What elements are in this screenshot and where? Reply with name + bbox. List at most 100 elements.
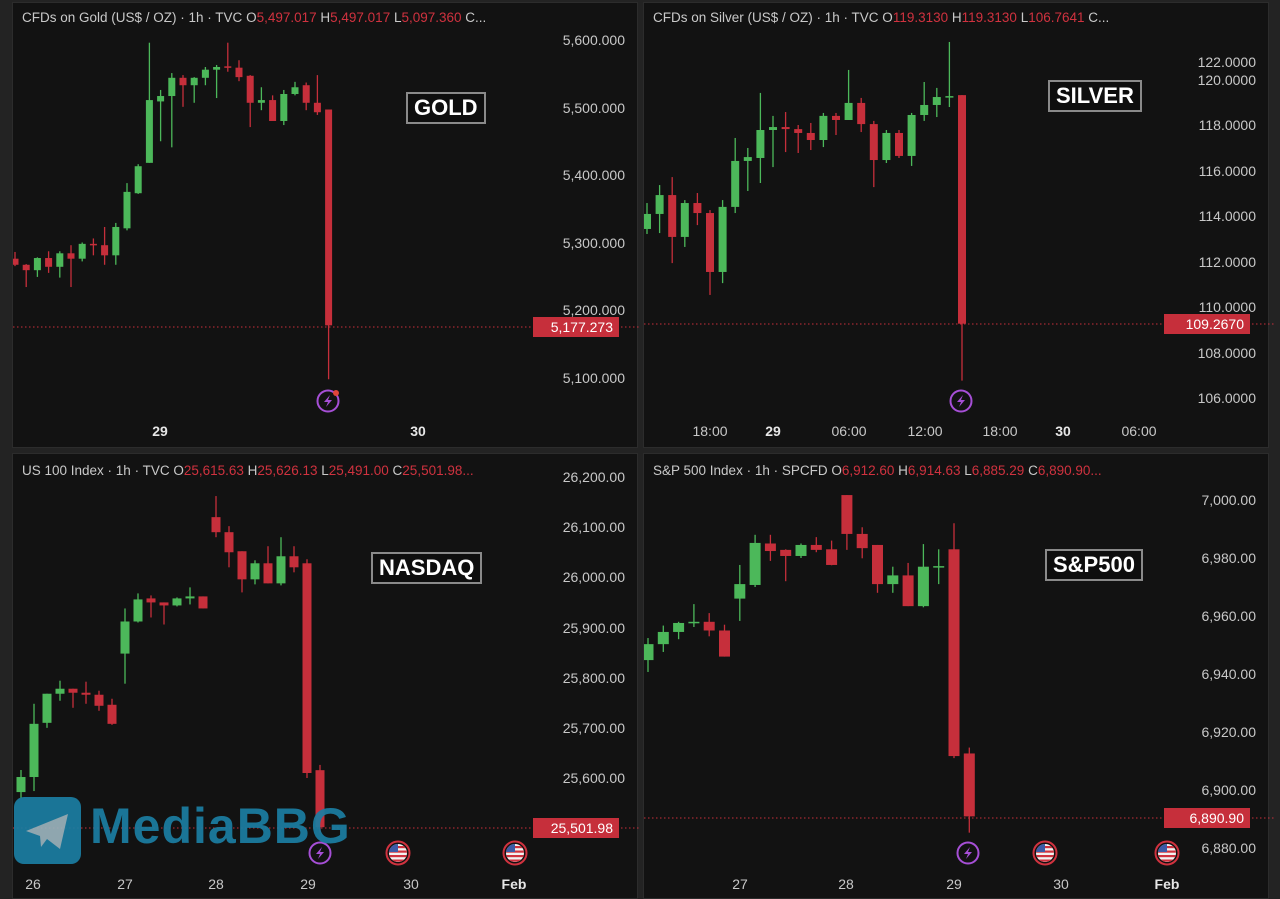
candle <box>81 681 91 704</box>
us-flag-event-icon[interactable] <box>385 840 411 866</box>
candle-body <box>280 94 288 121</box>
candle-body <box>198 596 208 609</box>
candle-body <box>55 688 65 694</box>
legend-c: C25,501.98... <box>388 463 474 478</box>
price-axis-label: 6,980.00 <box>1201 550 1257 566</box>
candle <box>120 608 130 684</box>
us-flag-event-icon[interactable] <box>1154 840 1180 866</box>
candle <box>734 564 746 621</box>
candle-body <box>257 100 265 103</box>
candle <box>185 587 195 605</box>
us-flag-event-icon[interactable] <box>502 840 528 866</box>
candle-body <box>920 104 929 115</box>
candle <box>172 597 182 607</box>
candle <box>688 604 700 628</box>
time-axis-label: 28 <box>838 876 854 892</box>
time-axis-label: 06:00 <box>831 423 867 439</box>
candle-body <box>764 543 776 552</box>
candle <box>13 251 19 267</box>
candle-body <box>81 692 91 695</box>
lightning-event-icon[interactable] <box>316 389 340 413</box>
price-axis-label: 6,900.00 <box>1201 782 1257 798</box>
time-axis-label: Feb <box>501 876 527 892</box>
candle <box>42 693 52 728</box>
candle-body <box>313 102 321 113</box>
lightning-event-icon[interactable] <box>308 841 332 865</box>
legend-o: O119.3130 <box>882 10 949 25</box>
lightning-event-icon[interactable] <box>949 389 973 413</box>
time-axis-label: 26 <box>25 876 41 892</box>
price-axis-label: 5,300.000 <box>562 234 625 251</box>
legend-value: 6,890.90... <box>1037 463 1102 478</box>
annotation-label: NASDAQ <box>371 552 483 584</box>
candle <box>78 242 86 262</box>
candle <box>895 130 903 158</box>
candle <box>16 769 26 799</box>
time-axis-label: 30 <box>403 876 419 892</box>
us-flag-event-icon[interactable] <box>1032 840 1058 866</box>
annotation-label: S&P500 <box>1045 549 1143 581</box>
candle <box>749 534 761 587</box>
candle-body <box>224 66 232 68</box>
candle <box>134 164 142 194</box>
candle-body <box>78 243 86 259</box>
silver-chart-panel[interactable] <box>643 2 1269 448</box>
candle-body <box>56 253 64 267</box>
price-axis-label: 26,200.00 <box>562 469 625 485</box>
time-axis-label: 29 <box>152 423 168 439</box>
symbol-title[interactable]: CFDs on Gold (US$ / OZ) · 1h · TVC <box>22 10 247 25</box>
candle-body <box>668 195 677 237</box>
candle-body <box>734 584 746 599</box>
candle-body <box>172 598 182 606</box>
legend-o: O5,497.017 <box>246 10 317 25</box>
candle-body <box>872 544 883 585</box>
candle-body <box>101 245 109 256</box>
price-axis-label: 25,900.00 <box>562 619 625 636</box>
candle-body <box>688 621 700 624</box>
legend-o: O25,615.63 <box>173 463 244 478</box>
symbol-title[interactable]: S&P 500 Index · 1h · SPCFD <box>653 463 832 478</box>
candle-body <box>680 203 689 237</box>
sp500-legend: S&P 500 Index · 1h · SPCFD O6,912.60 H6,… <box>653 463 1102 478</box>
legend-value: 119.3130 <box>961 10 1017 25</box>
legend-value: 5,497.017 <box>256 10 317 25</box>
last-price-badge: 25,501.98 <box>533 818 619 838</box>
price-axis-label: 122.0000 <box>1197 54 1256 70</box>
price-axis-label: 7,000.00 <box>1201 492 1257 508</box>
candle <box>159 602 169 625</box>
candle <box>856 527 868 559</box>
price-axis-label: 25,600.00 <box>562 770 625 787</box>
candle <box>703 613 715 637</box>
candle-body <box>146 598 156 603</box>
candle <box>743 147 752 191</box>
candle <box>857 97 866 133</box>
candle <box>313 75 321 115</box>
symbol-title[interactable]: US 100 Index · 1h · TVC <box>22 463 174 478</box>
legend-c: C... <box>461 10 487 25</box>
lightning-event-icon[interactable] <box>956 841 980 865</box>
candle <box>325 109 333 380</box>
candle <box>869 120 878 188</box>
legend-h: H25,626.13 <box>243 463 318 478</box>
price-axis-label: 6,960.00 <box>1201 608 1257 624</box>
candle-body <box>120 621 130 654</box>
candle-body <box>718 206 727 272</box>
candle-body <box>703 621 715 631</box>
candle-body <box>250 563 260 580</box>
candle-body <box>201 69 209 78</box>
candle-body <box>179 77 187 86</box>
candle-body <box>159 602 169 606</box>
candle <box>179 75 187 107</box>
gold-legend: CFDs on Gold (US$ / OZ) · 1h · TVC O5,49… <box>22 10 486 25</box>
time-axis-label: 29 <box>765 423 781 439</box>
candle-body <box>235 67 243 78</box>
candle-body <box>16 777 26 793</box>
silver-candles <box>644 41 966 381</box>
candle <box>780 549 792 582</box>
candle <box>872 544 883 593</box>
price-axis-label: 108.0000 <box>1197 344 1256 361</box>
candle-body <box>276 556 286 584</box>
candle-body <box>123 191 131 229</box>
symbol-title[interactable]: CFDs on Silver (US$ / OZ) · 1h · TVC <box>653 10 883 25</box>
